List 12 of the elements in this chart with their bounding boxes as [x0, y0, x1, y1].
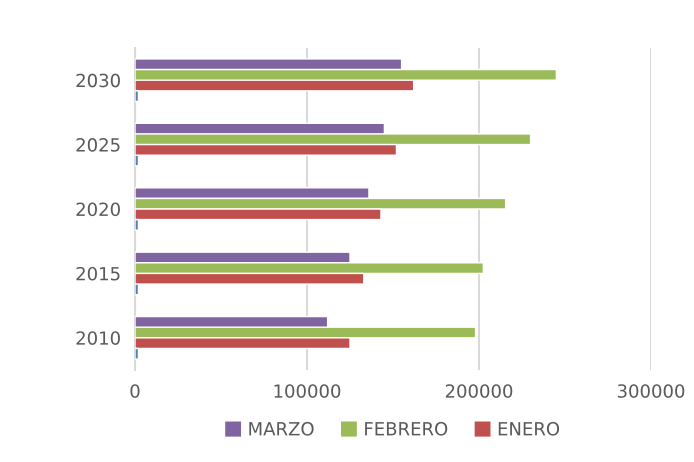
y-tick-label: 2015	[76, 266, 120, 281]
y-tick-label: 2010	[76, 331, 120, 345]
y-tick-label: 2020	[76, 202, 120, 216]
legend-label: ENERO	[498, 422, 560, 436]
x-tick-label: 200000	[446, 384, 512, 398]
legend-label: MARZO	[249, 422, 314, 436]
x-tick-label: 0	[130, 384, 140, 398]
y-tick-label: 2025	[76, 138, 120, 152]
y-tick-label: 2030	[76, 74, 120, 88]
x-tick-label: 100000	[274, 384, 340, 398]
x-tick-label: 300000	[618, 384, 684, 398]
legend-label: FEBRERO	[365, 422, 448, 436]
